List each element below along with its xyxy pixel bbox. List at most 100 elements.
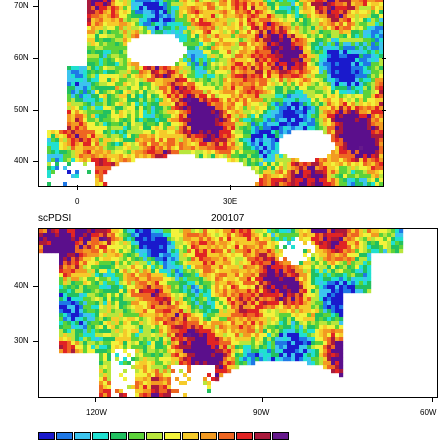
grid-cell bbox=[351, 138, 356, 143]
grid-cell bbox=[295, 78, 300, 83]
grid-cell bbox=[375, 122, 380, 127]
grid-cell bbox=[339, 102, 344, 107]
grid-cell bbox=[295, 277, 300, 282]
grid-cell bbox=[135, 6, 140, 11]
grid-cell bbox=[151, 130, 156, 135]
grid-cell bbox=[111, 253, 116, 258]
grid-cell bbox=[115, 86, 120, 91]
grid-cell bbox=[371, 0, 376, 3]
grid-cell bbox=[343, 233, 348, 238]
grid-cell bbox=[239, 229, 244, 234]
grid-cell bbox=[155, 66, 160, 71]
grid-cell bbox=[295, 178, 300, 183]
grid-cell bbox=[271, 46, 276, 51]
grid-cell bbox=[179, 26, 184, 31]
grid-cell bbox=[183, 138, 188, 143]
grid-cell bbox=[103, 14, 108, 19]
grid-cell bbox=[79, 241, 84, 246]
grid-cell bbox=[75, 90, 80, 95]
grid-cell bbox=[375, 110, 380, 115]
grid-cell bbox=[379, 154, 383, 159]
grid-cell bbox=[179, 146, 184, 151]
grid-cell bbox=[167, 66, 172, 71]
grid-cell bbox=[211, 233, 216, 238]
grid-cell bbox=[187, 90, 192, 95]
grid-cell bbox=[283, 34, 288, 39]
grid-cell bbox=[59, 134, 64, 139]
grid-cell bbox=[223, 309, 228, 314]
grid-cell bbox=[295, 309, 300, 314]
grid-cell bbox=[123, 289, 128, 294]
grid-cell bbox=[347, 70, 352, 75]
grid-cell bbox=[287, 273, 292, 278]
grid-cell bbox=[67, 114, 72, 119]
grid-cell bbox=[367, 62, 372, 67]
grid-cell bbox=[167, 74, 172, 79]
grid-cell bbox=[287, 174, 292, 179]
grid-cell bbox=[75, 182, 80, 186]
grid-cell bbox=[95, 62, 100, 67]
grid-cell bbox=[119, 265, 124, 270]
grid-cell bbox=[199, 134, 204, 139]
grid-cell bbox=[319, 269, 324, 274]
grid-cell bbox=[227, 237, 232, 242]
grid-cell bbox=[211, 42, 216, 47]
grid-cell bbox=[107, 134, 112, 139]
grid-cell bbox=[51, 166, 56, 171]
grid-cell bbox=[235, 146, 240, 151]
grid-cell bbox=[255, 18, 260, 23]
grid-cell bbox=[83, 178, 88, 183]
grid-cell bbox=[243, 146, 248, 151]
grid-cell bbox=[139, 301, 144, 306]
grid-cell bbox=[103, 118, 108, 123]
grid-cell bbox=[107, 82, 112, 87]
grid-cell bbox=[95, 14, 100, 19]
grid-cell bbox=[275, 18, 280, 23]
grid-cell bbox=[159, 114, 164, 119]
grid-cell bbox=[247, 257, 252, 262]
grid-cell bbox=[259, 249, 264, 254]
grid-cell bbox=[331, 54, 336, 59]
grid-cell bbox=[219, 30, 224, 35]
grid-cell bbox=[119, 118, 124, 123]
grid-cell bbox=[283, 10, 288, 15]
grid-cell bbox=[111, 301, 116, 306]
grid-cell bbox=[95, 34, 100, 39]
grid-cell bbox=[199, 150, 204, 155]
grid-cell bbox=[179, 138, 184, 143]
grid-cell bbox=[143, 281, 148, 286]
grid-cell bbox=[371, 233, 376, 238]
grid-cell bbox=[235, 138, 240, 143]
grid-cell bbox=[235, 26, 240, 31]
grid-cell bbox=[191, 38, 196, 43]
grid-cell bbox=[343, 50, 348, 55]
grid-cell bbox=[239, 142, 244, 147]
grid-cell bbox=[267, 297, 272, 302]
grid-cell bbox=[175, 313, 180, 318]
grid-cell bbox=[151, 18, 156, 23]
grid-cell bbox=[263, 18, 268, 23]
grid-cell bbox=[139, 277, 144, 282]
grid-cell bbox=[371, 58, 376, 63]
grid-cell bbox=[171, 30, 176, 35]
grid-cell bbox=[115, 253, 120, 258]
grid-cell bbox=[79, 253, 84, 258]
grid-cell bbox=[235, 58, 240, 63]
grid-cell bbox=[267, 42, 272, 47]
grid-cell bbox=[223, 285, 228, 290]
grid-cell bbox=[311, 245, 316, 250]
grid-cell bbox=[191, 10, 196, 15]
grid-cell bbox=[63, 281, 68, 286]
grid-cell bbox=[183, 241, 188, 246]
grid-cell bbox=[299, 54, 304, 59]
grid-cell bbox=[83, 90, 88, 95]
grid-cell bbox=[219, 14, 224, 19]
grid-cell bbox=[363, 46, 368, 51]
grid-cell bbox=[259, 281, 264, 286]
grid-cell bbox=[155, 146, 160, 151]
grid-cell bbox=[119, 293, 124, 298]
grid-cell bbox=[259, 305, 264, 310]
grid-cell bbox=[171, 106, 176, 111]
grid-cell bbox=[275, 82, 280, 87]
grid-cell bbox=[347, 142, 352, 147]
